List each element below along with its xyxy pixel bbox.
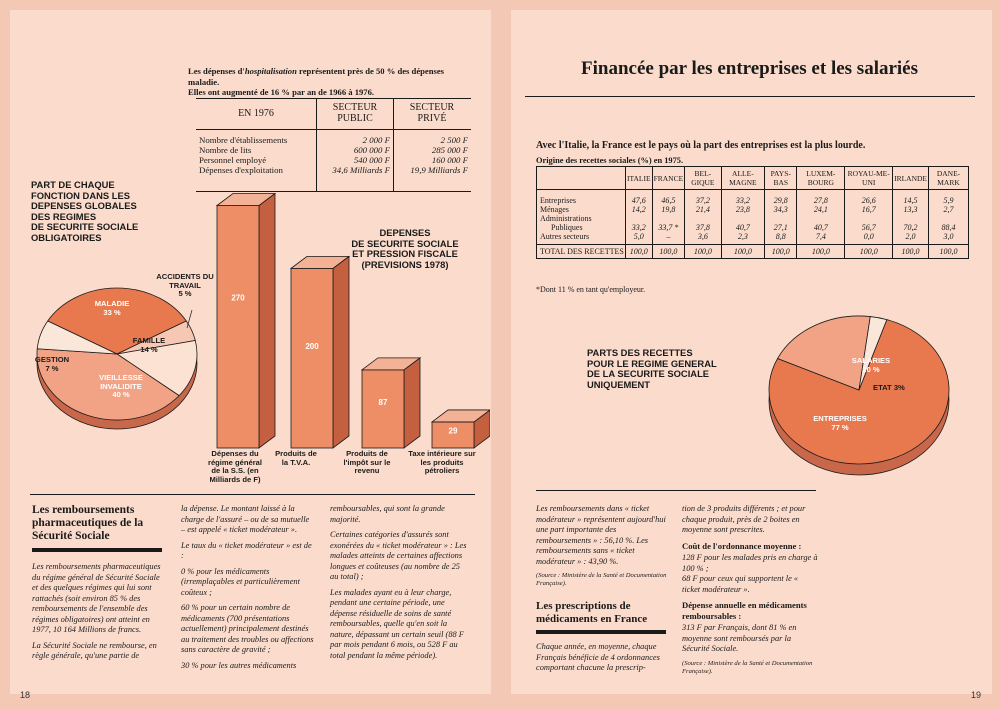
col-italie: ITALIE [625,166,653,190]
pie1-title: PART DE CHAQUE FONCTION DANS LES DEPENSE… [31,179,139,243]
table-caption: Origine des recettes sociales (%) en 197… [536,156,684,165]
bar-front-1 [290,267,334,449]
pie1-slice-vieillesse-invalidite [36,348,180,421]
table-header-row: ITALIE FRANCE BEL-GIQUE ALLE-MAGNE PAYS-… [536,166,969,190]
bar-value-label-1: 200 [305,342,319,351]
bar-chart: 270 200 87 29 [215,192,490,449]
col-allemagne: ALLE-MAGNE [720,166,766,190]
pie-chart-recettes [768,315,950,476]
page-title: Financée par les entreprises et les sala… [581,58,919,79]
bar-side-2 [403,357,421,449]
subtitle: Avec l'Italie, la France est le pays où … [536,140,866,151]
bar-side-1 [332,255,350,449]
bar-front-2 [361,369,405,449]
article-title: Les remboursements pharmaceutiques de la… [32,504,144,542]
bar-side-0 [258,192,276,449]
col-prive-header: SECTEUR PRIVÉ [409,102,455,124]
bar-label-3: Taxe intérieure sur les produits pétroli… [408,449,476,476]
total-row: TOTAL DES RECETTES 100,0 100,0 100,0 100,0 10… [536,244,969,259]
pie2-slice-etat [858,316,888,391]
right-col-2: tion de 3 produits différents ; et pour … [682,504,818,675]
pie2-label-etat: ETAT 3% [873,383,905,392]
col-pays-bas: PAYS-BAS [764,166,798,190]
bar-label-1: Produits de la T.V.A. [275,449,317,467]
pie2-label-entreprises: ENTREPRISES 77 % [813,414,867,432]
page-number: 19 [971,690,982,700]
table-row: Entreprises 47,6 46,5 37,2 33,2 29,8 27,8 26,6 1… [536,195,969,205]
bar-value-label-3: 29 [449,427,458,436]
table-row: Ménages 14,2 19,8 21,4 23,8 34,3 24,1 16,7 13,3 2… [536,204,969,214]
right-col-1: Les remboursements dans « ticket modérat… [536,504,667,587]
bar-chart-title: DEPENSES DE SECURITE SOCIALE ET PRESSION… [351,227,459,270]
table-row: Administrations [536,213,969,223]
right-col-1b: Chaque année, en moyenne, chaque Françai… [536,642,660,672]
pie1-slice-maladie [47,287,187,355]
hosp-table: EN 1976 SECTEUR PUBLIC SECTEUR PRIVÉ Nom… [196,98,471,192]
pie2-slice-salaries [776,315,871,391]
col-public-header: SECTEUR PUBLIC [332,102,378,124]
bar-top-0 [215,193,277,206]
page-number: 18 [20,690,31,700]
col-france: FRANCE [651,166,686,190]
pie1-label-accidents: ACCIDENTS DU TRAVAIL 5 % [156,272,214,298]
table-row: Publiques 33,2 33,7 * 37,8 40,7 27,1 40,7 56,7 7… [536,222,969,232]
col-luxembourg: LUXEM-BOURG [796,166,846,190]
right-page: Financée par les entreprises et les sala… [511,10,992,700]
pie2-label-salaries: SALARIES 20 % [851,356,891,374]
col-royaume-uni: ROYAU-ME-UNI [844,166,894,190]
left-page: Les dépenses d'hospitalisation représent… [10,10,491,700]
article-col-2: la dépense. Le montant laissé à la charg… [181,504,314,670]
bar-top-2 [360,357,422,371]
bar-top-3 [430,409,490,423]
bar-label-0: Dépenses du régime général de la S.S. (e… [207,449,263,484]
origin-table: ITALIE FRANCE BEL-GIQUE ALLE-MAGNE PAYS-… [536,166,969,259]
pie1-label-vieillesse: VIEILLESSE INVALIDITE 40 % [99,373,143,399]
table-row: Nombre de lits 600 000 F 285 000 F [199,145,468,155]
table-row: Personnel employé 540 000 F 160 000 F [199,155,468,165]
col-irlande: IRLANDE [892,166,929,190]
pie2-slice-entreprises [768,319,950,465]
bar-front-3 [431,421,475,449]
pie-chart-functions [36,287,198,430]
pie1-label-maladie: MALADIE 33 % [94,299,130,317]
presc-title: Les prescriptions de médicaments en Fran… [536,600,648,625]
hosp-intro: Les dépenses d'hospitalisation représent… [188,66,445,97]
pie1-label-gestion: GESTION 7 % [34,355,70,373]
year-header: EN 1976 [238,108,274,119]
table-row: Autres secteurs 5,0–3,6 2,3 8,8 7,4 0,0 2,0 3,0 [536,231,969,241]
bar-value-label-2: 87 [379,398,388,407]
article-col-1: Les remboursements pharmaceutiques du ré… [32,562,161,660]
pie1-slice-gestion [36,320,118,355]
table-footnote: *Dont 11 % en tant qu'employeur. [536,285,646,294]
bar-front-0 [216,205,260,449]
col-belgique: BEL-GIQUE [684,166,722,190]
bar-label-2: Produits de l'impôt sur le revenu [343,449,391,476]
pie1-label-famille: FAMILLE 14 % [132,336,166,354]
pie1-leader-accidents [186,309,193,329]
article-col-3: remboursables, qui sont la grande majori… [330,504,467,660]
bar-top-1 [289,255,351,269]
pie1-slice-famille [115,340,198,397]
col-danemark: DANE-MARK [928,166,969,190]
bar-value-label-0: 270 [231,294,245,303]
pie2-title: PARTS DES RECETTES POUR LE REGIME GENERA… [587,347,717,390]
